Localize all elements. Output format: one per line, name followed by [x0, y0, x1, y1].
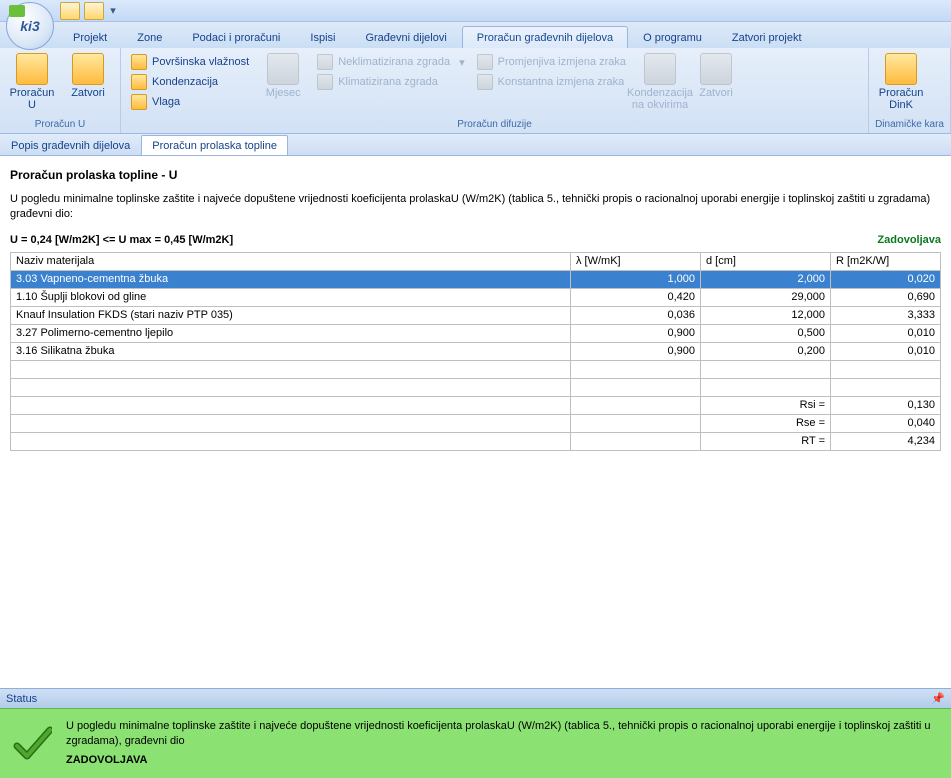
- result-text: U pogledu minimalne toplinske zaštite i …: [66, 719, 939, 768]
- subtab-popis[interactable]: Popis građevnih dijelova: [0, 135, 141, 155]
- tab-proracun-gradevnih[interactable]: Proračun građevnih dijelova: [462, 26, 628, 48]
- pin-icon[interactable]: 📌: [931, 692, 945, 705]
- table-summary-row: Rse =0,040: [11, 414, 941, 432]
- th-name[interactable]: Naziv materijala: [11, 252, 571, 270]
- table-row[interactable]: 3.03 Vapneno-cementna žbuka1,0002,0000,0…: [11, 270, 941, 288]
- table-row[interactable]: Knauf Insulation FKDS (stari naziv PTP 0…: [11, 306, 941, 324]
- frame-icon: [644, 53, 676, 85]
- table-row-blank: [11, 360, 941, 378]
- tab-podaci[interactable]: Podaci i proračuni: [177, 26, 295, 48]
- qat-button-1[interactable]: [60, 2, 80, 20]
- th-d[interactable]: d [cm]: [701, 252, 831, 270]
- table-row[interactable]: 1.10 Šuplji blokovi od gline0,42029,0000…: [11, 288, 941, 306]
- neklim-button: Neklimatizirana zgrada▾: [313, 53, 468, 71]
- page-description: U pogledu minimalne toplinske zaštite i …: [10, 192, 941, 222]
- zatvori2-button: Zatvori: [690, 51, 742, 101]
- proracun-u-button[interactable]: Proračun U: [6, 51, 58, 113]
- qat-button-2[interactable]: [84, 2, 104, 20]
- group-label-dink: Dinamičke kara: [875, 118, 944, 132]
- zatvori-button[interactable]: Zatvori: [62, 51, 114, 101]
- proracun-dink-button[interactable]: Proračun DinK: [875, 51, 927, 113]
- kond-okvir-button: Kondenzacija na okvirima: [634, 51, 686, 113]
- close2-icon: [700, 53, 732, 85]
- ribbon: Proračun U Zatvori Proračun U Površinska…: [0, 48, 951, 134]
- table-summary-row: Rsi =0,130: [11, 396, 941, 414]
- dink-icon: [885, 53, 917, 85]
- status-label: Status: [6, 693, 37, 705]
- air-const-icon: [477, 74, 493, 90]
- building-icon: [317, 54, 333, 70]
- tab-zone[interactable]: Zone: [122, 26, 177, 48]
- tab-ispisi[interactable]: Ispisi: [295, 26, 350, 48]
- qat-dropdown-icon[interactable]: ▾: [108, 2, 118, 20]
- klim-button: Klimatizirana zgrada: [313, 73, 468, 91]
- table-row[interactable]: 3.16 Silikatna žbuka0,9000,2000,010: [11, 342, 941, 360]
- subtab-proracun[interactable]: Proračun prolaska topline: [141, 135, 288, 155]
- th-lambda[interactable]: λ [W/mK]: [571, 252, 701, 270]
- content-area: Proračun prolaska topline - U U pogledu …: [0, 156, 951, 688]
- moon-icon: [267, 53, 299, 85]
- povrsinska-vlaznost-button[interactable]: Površinska vlažnost: [127, 53, 253, 71]
- group-difuzija: Površinska vlažnost Kondenzacija Vlaga M…: [121, 48, 869, 133]
- group-proracun-u: Proračun U Zatvori Proračun U: [0, 48, 121, 133]
- air-var-icon: [477, 54, 493, 70]
- calculator-icon: [16, 53, 48, 85]
- group-label-difuzija: Proračun difuzije: [127, 118, 862, 132]
- tab-zatvori-projekt[interactable]: Zatvori projekt: [717, 26, 817, 48]
- promjenjiva-button: Promjenjiva izmjena zraka: [473, 53, 630, 71]
- page-title: Proračun prolaska topline - U: [10, 168, 941, 182]
- app-menu-button[interactable]: [6, 2, 54, 50]
- table-row[interactable]: 3.27 Polimerno-cementno ljepilo0,9000,50…: [11, 324, 941, 342]
- checkmark-icon: [12, 724, 52, 764]
- sub-tabs: Popis građevnih dijelova Proračun prolas…: [0, 134, 951, 156]
- status-bar: Status 📌: [0, 688, 951, 708]
- condensation-icon: [131, 74, 147, 90]
- kondenzacija-button[interactable]: Kondenzacija: [127, 73, 253, 91]
- ribbon-tabs: Projekt Zone Podaci i proračuni Ispisi G…: [0, 22, 951, 48]
- building-ac-icon: [317, 74, 333, 90]
- quick-access-toolbar: ▾: [0, 0, 951, 22]
- materials-table[interactable]: Naziv materijala λ [W/mK] d [cm] R [m2K/…: [10, 252, 941, 451]
- mjesec-button: Mjesec: [257, 51, 309, 101]
- close-icon: [72, 53, 104, 85]
- humidity-icon: [131, 94, 147, 110]
- tab-gradevni[interactable]: Građevni dijelovi: [350, 26, 461, 48]
- tab-projekt[interactable]: Projekt: [58, 26, 122, 48]
- table-summary-row: RT =4,234: [11, 432, 941, 450]
- konstantna-button: Konstantna izmjena zraka: [473, 73, 630, 91]
- status-text: Zadovoljava: [877, 234, 941, 246]
- vlaga-button[interactable]: Vlaga: [127, 93, 253, 111]
- th-r[interactable]: R [m2K/W]: [831, 252, 941, 270]
- group-label-proracun-u: Proračun U: [6, 118, 114, 132]
- moisture-icon: [131, 54, 147, 70]
- result-panel: U pogledu minimalne toplinske zaštite i …: [0, 708, 951, 778]
- tab-oprogramu[interactable]: O programu: [628, 26, 717, 48]
- group-dink: Proračun DinK Dinamičke kara: [869, 48, 951, 133]
- table-row-blank: [11, 378, 941, 396]
- formula-text: U = 0,24 [W/m2K] <= U max = 0,45 [W/m2K]: [10, 234, 233, 246]
